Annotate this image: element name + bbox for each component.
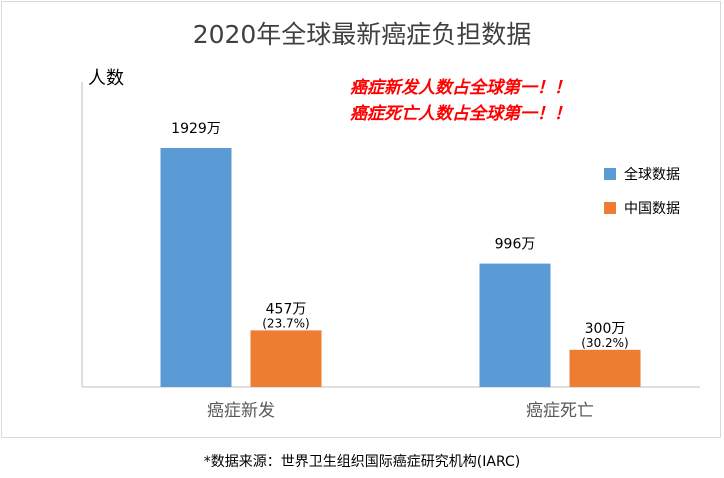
x-tick-label: 癌症死亡 [526, 401, 594, 421]
legend-label: 中国数据 [624, 201, 680, 217]
bar [250, 330, 322, 387]
x-tick-label: 癌症新发 [207, 401, 275, 421]
annotation-text: 癌症死亡人数占全球第一！！ [350, 104, 571, 124]
y-axis-label: 人数 [88, 68, 124, 89]
data-sublabel: (23.7%) [262, 316, 309, 330]
data-label: 1929万 [171, 121, 221, 137]
data-label: 457万 [266, 301, 307, 317]
chart-title: 2020年全球最新癌症负担数据 [193, 20, 532, 49]
data-label: 996万 [495, 237, 536, 253]
legend-swatch [604, 168, 616, 180]
data-label: 300万 [585, 321, 626, 337]
data-source-footnote: *数据来源：世界卫生组织国际癌症研究机构(IARC) [203, 454, 521, 470]
annotation-text: 癌症新发人数占全球第一！！ [350, 78, 571, 98]
bar [160, 148, 232, 387]
legend-swatch [604, 202, 616, 214]
data-sublabel: (30.2%) [581, 336, 628, 350]
bar [479, 263, 551, 387]
legend-label: 全球数据 [624, 166, 680, 183]
bar [569, 349, 641, 387]
